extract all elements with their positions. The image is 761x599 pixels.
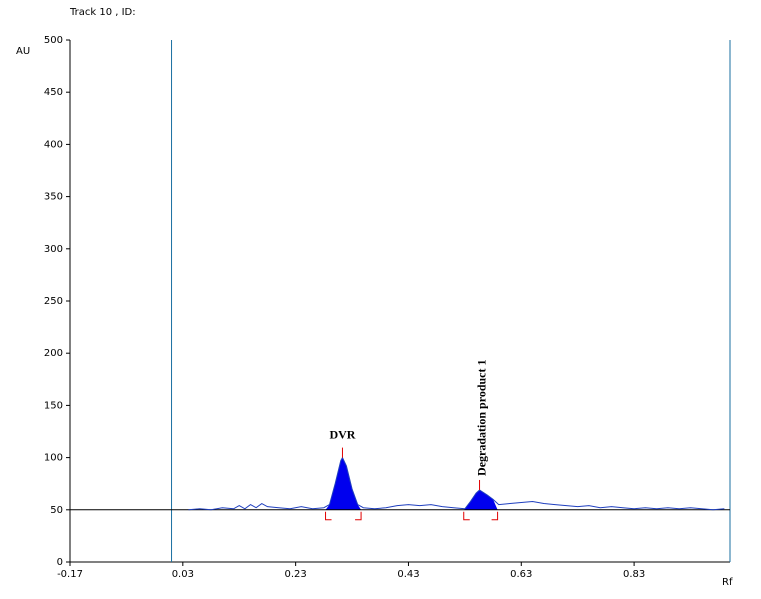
peak-label: DVR: [329, 427, 355, 441]
peak-area: [325, 457, 362, 510]
y-tick-label: 250: [44, 296, 63, 307]
chart-title: Track 10 , ID:: [69, 7, 136, 18]
peak-label: Degradation product 1: [474, 360, 488, 476]
y-tick-label: 500: [44, 35, 63, 46]
peak-bracket: [325, 511, 332, 521]
y-tick-label: 150: [44, 400, 63, 411]
peak-bracket: [355, 511, 362, 521]
y-tick-label: 100: [44, 453, 63, 464]
y-tick-label: 200: [44, 348, 63, 359]
x-tick-label: -0.17: [57, 569, 83, 580]
y-tick-label: 450: [44, 87, 63, 98]
signal-line: [188, 456, 725, 511]
y-tick-label: 50: [50, 505, 63, 516]
y-tick-label: 0: [57, 557, 63, 568]
x-tick-label: 0.03: [172, 569, 194, 580]
peak-bracket: [463, 511, 470, 521]
x-tick-label: 0.83: [623, 569, 645, 580]
y-tick-label: 400: [44, 139, 63, 150]
peak-area: [463, 489, 498, 510]
y-tick-label: 300: [44, 244, 63, 255]
x-tick-label: 0.43: [397, 569, 419, 580]
y-axis-label: AU: [16, 46, 30, 57]
x-tick-label: 0.23: [285, 569, 307, 580]
y-tick-label: 350: [44, 192, 63, 203]
peak-bracket: [491, 511, 499, 521]
x-axis-label: Rf: [722, 577, 733, 588]
x-tick-label: 0.63: [510, 569, 532, 580]
